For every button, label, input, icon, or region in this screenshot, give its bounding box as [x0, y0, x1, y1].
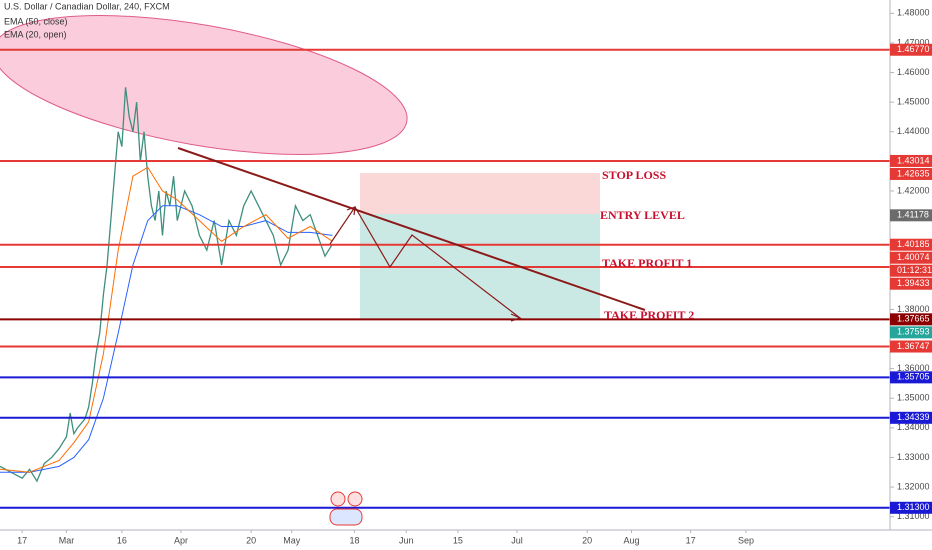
- y-tick-label: 1.47000: [897, 37, 930, 47]
- price-tag: [890, 209, 932, 222]
- event-icon: [347, 491, 363, 507]
- x-tick-label: 16: [117, 535, 127, 545]
- event-badge: [329, 508, 363, 526]
- annotation: TAKE PROFIT 1: [602, 256, 692, 270]
- price-tag-label: 1.39433: [897, 278, 930, 288]
- chart-title: U.S. Dollar / Canadian Dollar, 240, FXCM: [4, 1, 170, 11]
- ema-line: [0, 166, 333, 473]
- price-tag-label: 1.37665: [897, 314, 930, 324]
- annotation: ENTRY LEVEL: [600, 208, 685, 222]
- annotation: STOP LOSS: [602, 168, 666, 182]
- x-tick-label: 18: [350, 535, 360, 545]
- price-tag-label: 1.40074: [897, 252, 930, 262]
- price-tag-label: 1.46770: [897, 44, 930, 54]
- price-tag-label: 1.41178: [897, 210, 929, 220]
- x-tick-label: Aug: [623, 535, 639, 545]
- projection-path: [329, 205, 521, 319]
- y-tick-label: 1.44000: [897, 126, 930, 136]
- price-tag: [890, 340, 932, 353]
- y-tick-label: 1.42000: [897, 185, 930, 195]
- price-line: [0, 87, 333, 483]
- price-tag: [890, 43, 932, 56]
- annotation: TAKE PROFIT 2: [604, 308, 694, 322]
- y-tick-label: 1.48000: [897, 8, 930, 18]
- price-tag-label: 1.40185: [897, 239, 930, 249]
- price-tag: [890, 411, 932, 424]
- price-tag-label: 1.34339: [897, 412, 930, 422]
- x-tick-label: Apr: [174, 535, 188, 545]
- price-tag-label: 1.31300: [897, 502, 930, 512]
- arrow-head: [346, 206, 356, 216]
- price-tag: [890, 501, 932, 514]
- price-tag: [890, 371, 932, 384]
- price-tag: [890, 326, 932, 339]
- x-tick-label: 15: [453, 535, 463, 545]
- y-tick-label: 1.34000: [897, 422, 930, 432]
- y-tick-label: 1.35000: [897, 393, 930, 403]
- ema-line: [0, 205, 333, 473]
- legend-entry: EMA (50, close): [4, 16, 68, 26]
- x-tick-label: May: [283, 535, 301, 545]
- legend-entry: EMA (20, open): [4, 29, 67, 39]
- price-tag: [890, 251, 932, 264]
- x-tick-label: 17: [17, 535, 27, 545]
- x-tick-label: Mar: [59, 535, 75, 545]
- x-tick-label: 20: [246, 535, 256, 545]
- y-tick-label: 1.36000: [897, 363, 930, 373]
- price-tag-label: 1.42635: [897, 168, 930, 178]
- price-tag: [890, 313, 932, 326]
- y-tick-label: 1.33000: [897, 452, 930, 462]
- x-tick-label: 17: [686, 535, 696, 545]
- event-icon: [330, 491, 346, 507]
- x-tick-label: 20: [582, 535, 592, 545]
- price-tag-label: 1.43014: [897, 155, 930, 165]
- trend-line: [177, 147, 646, 311]
- y-tick-label: 1.31000: [897, 511, 930, 521]
- price-tag-label: 1.37593: [897, 327, 930, 337]
- countdown: 01:12:31: [897, 265, 932, 275]
- price-tag: [890, 154, 932, 167]
- stop-zone: [360, 173, 600, 214]
- price-tag: [890, 277, 932, 290]
- y-tick-label: 1.45000: [897, 97, 930, 107]
- time-axis: [0, 530, 932, 550]
- arrow-head: [510, 313, 522, 322]
- x-tick-label: Sep: [738, 535, 754, 545]
- y-tick-label: 1.32000: [897, 481, 930, 491]
- plot-area: [0, 48, 890, 509]
- y-tick-label: 1.46000: [897, 67, 930, 77]
- x-tick-label: Jun: [399, 535, 414, 545]
- price-tag: [890, 167, 932, 180]
- price-tag-label: 1.35705: [897, 372, 930, 382]
- x-tick-label: Jul: [511, 535, 523, 545]
- price-tag: [890, 238, 932, 251]
- price-tag-label: 1.36747: [897, 341, 930, 351]
- price-tag: [890, 264, 932, 277]
- y-tick-label: 1.38000: [897, 304, 930, 314]
